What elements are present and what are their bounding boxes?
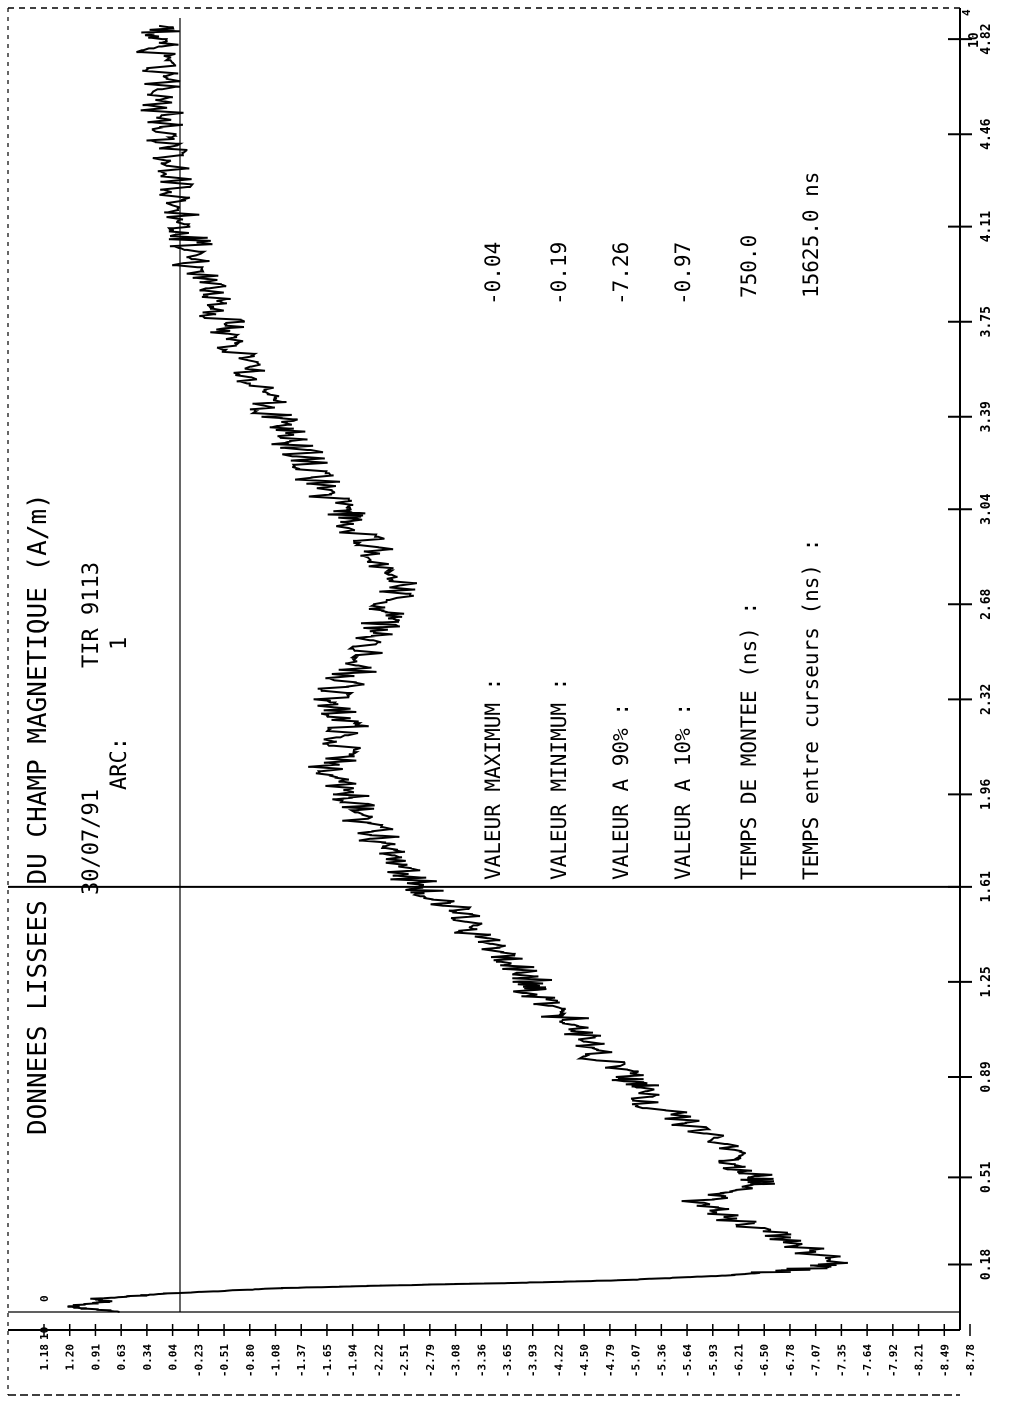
readout-rise-label: TEMPS DE MONTEE (ns) : (737, 602, 761, 880)
field-tick-label: -6.78 (784, 1344, 797, 1377)
arc-value: 1 (107, 637, 132, 650)
field-tick-label: -2.22 (372, 1344, 385, 1377)
date-text: 30/07/91 (79, 789, 104, 895)
zero-label: 0 (38, 1295, 51, 1302)
field-tick-label: -3.93 (527, 1344, 540, 1377)
field-tick-label: -8.49 (938, 1344, 951, 1377)
readout-cursors-value: 15625.0 ns (799, 172, 823, 298)
readout-90-value: -7.26 (609, 242, 633, 305)
signal-trace (67, 24, 848, 1313)
signal-trace-group (67, 24, 848, 1313)
readout-10-value: -0.97 (671, 242, 695, 305)
field-tick-label: -3.36 (475, 1344, 488, 1377)
readout-cursors-label: TEMPS entre curseurs (ns) : (799, 539, 823, 880)
shot-text: TIR 9113 (79, 562, 104, 668)
field-tick-label: -7.07 (810, 1344, 823, 1377)
field-tick-label: -2.51 (398, 1344, 411, 1377)
field-tick-label: -0.23 (192, 1344, 205, 1377)
x-unit-label: 10 (967, 32, 982, 48)
readout-max-value: -0.04 (481, 242, 505, 305)
readout-max-label: VALEUR MAXIMUM : (481, 678, 505, 880)
field-tick-label: -3.65 (501, 1344, 514, 1377)
readout-10-label: VALEUR A 10% : (671, 703, 695, 880)
time-tick-label: 4.46 (979, 118, 994, 149)
time-tick-label: 2.68 (979, 588, 994, 619)
field-tick-label: -4.79 (604, 1344, 617, 1377)
readout-min-value: -0.19 (547, 242, 571, 305)
time-tick-label: 0.18 (979, 1249, 994, 1280)
field-tick-label: -7.64 (861, 1344, 874, 1377)
field-tick-label: -8.21 (913, 1344, 926, 1377)
readout-min-label: VALEUR MINIMUM : (547, 678, 571, 880)
field-tick-label: -1.37 (295, 1344, 308, 1377)
field-tick-label: -0.80 (244, 1344, 257, 1377)
field-tick-label: -3.08 (450, 1344, 463, 1377)
time-tick-label: 3.04 (979, 493, 994, 524)
field-tick-label: -6.50 (758, 1344, 771, 1377)
field-tick-label: -2.79 (424, 1344, 437, 1377)
field-tick-label: 0.34 (141, 1344, 154, 1371)
time-tick-label: 4.11 (979, 211, 994, 242)
y0-unit-label: 10 (38, 1327, 51, 1340)
field-tick-label: -1.94 (347, 1344, 360, 1377)
field-tick-label: 1.18 (38, 1344, 51, 1371)
field-tick-label: 0.04 (167, 1344, 180, 1371)
field-tick-label: -0.51 (218, 1344, 231, 1377)
arc-label: ARC: (107, 737, 132, 790)
x-exponent: 4 (960, 9, 973, 16)
field-tick-label: 1.20 (64, 1344, 77, 1371)
field-tick-label: -8.78 (964, 1344, 977, 1377)
field-tick-label: -4.22 (552, 1344, 565, 1377)
field-tick-label: -5.93 (707, 1344, 720, 1377)
time-tick-group: 0.18 0.51 0.89 1.25 1.61 1.96 2.32 2.68 3.04 3.39… (948, 23, 994, 1280)
time-tick-label: 0.89 (979, 1061, 994, 1092)
readout-rise-value: 750.0 (737, 235, 761, 298)
field-tick-label: -5.36 (655, 1344, 668, 1377)
field-tick-label: -1.08 (270, 1344, 283, 1377)
field-tick-label: -5.07 (630, 1344, 643, 1377)
time-tick-label: 1.61 (979, 871, 994, 902)
field-tick-label: -4.50 (578, 1344, 591, 1377)
time-tick-label: 0.51 (979, 1161, 994, 1192)
readout-90-label: VALEUR A 90% : (609, 703, 633, 880)
field-tick-label: -7.35 (835, 1344, 848, 1377)
time-tick-label: 1.96 (979, 779, 994, 810)
field-tick-group: 1.18 1.20 0.91 0.63 0.34 0.04 -0.23 -0.51 -0.80-… (38, 1324, 977, 1377)
time-tick-label: 2.32 (979, 684, 994, 715)
field-tick-label: 0.63 (115, 1344, 128, 1371)
field-tick-label: 0.91 (89, 1344, 102, 1371)
chart-title: DONNEES LISSEES DU CHAMP MAGNETIQUE (A/m… (23, 493, 53, 1135)
time-tick-label: 1.25 (979, 966, 994, 997)
field-tick-label: -5.64 (681, 1344, 694, 1377)
time-tick-label: 4.82 (979, 23, 994, 54)
field-tick-label: -7.92 (887, 1344, 900, 1377)
time-tick-label: 3.75 (979, 306, 994, 337)
field-tick-label: -6.21 (733, 1344, 746, 1377)
field-tick-label: -1.65 (321, 1344, 334, 1377)
time-tick-label: 3.39 (979, 401, 994, 432)
